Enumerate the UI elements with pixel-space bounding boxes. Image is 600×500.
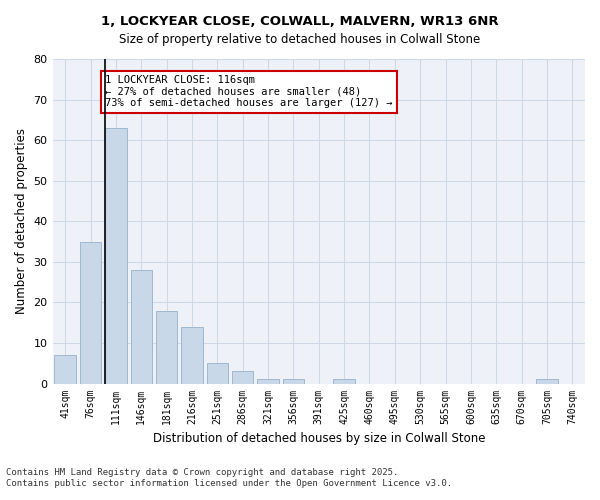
Bar xyxy=(536,380,558,384)
Y-axis label: Number of detached properties: Number of detached properties xyxy=(15,128,28,314)
Bar xyxy=(206,364,228,384)
Bar xyxy=(131,270,152,384)
Text: Contains HM Land Registry data © Crown copyright and database right 2025.
Contai: Contains HM Land Registry data © Crown c… xyxy=(6,468,452,487)
Bar xyxy=(334,380,355,384)
X-axis label: Distribution of detached houses by size in Colwall Stone: Distribution of detached houses by size … xyxy=(152,432,485,445)
Bar xyxy=(80,242,101,384)
Bar xyxy=(156,310,178,384)
Text: 1 LOCKYEAR CLOSE: 116sqm
← 27% of detached houses are smaller (48)
73% of semi-d: 1 LOCKYEAR CLOSE: 116sqm ← 27% of detach… xyxy=(105,75,393,108)
Bar xyxy=(55,355,76,384)
Text: 1, LOCKYEAR CLOSE, COLWALL, MALVERN, WR13 6NR: 1, LOCKYEAR CLOSE, COLWALL, MALVERN, WR1… xyxy=(101,15,499,28)
Bar xyxy=(105,128,127,384)
Bar xyxy=(257,380,279,384)
Bar xyxy=(283,380,304,384)
Text: Size of property relative to detached houses in Colwall Stone: Size of property relative to detached ho… xyxy=(119,32,481,46)
Bar xyxy=(181,327,203,384)
Bar xyxy=(232,372,253,384)
